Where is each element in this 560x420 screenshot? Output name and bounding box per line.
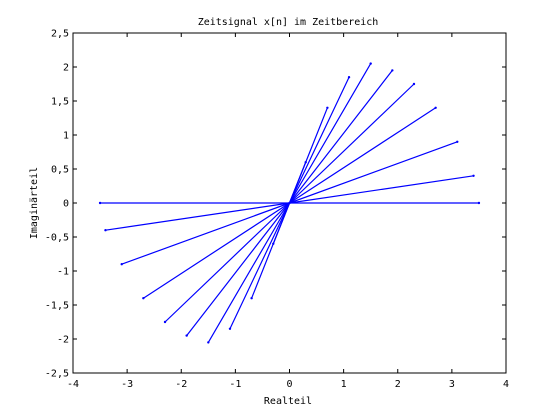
x-tick-label-3: -1 bbox=[229, 379, 241, 390]
y-tick-label-4: -0,5 bbox=[45, 233, 69, 244]
series-0-point-16 bbox=[163, 320, 167, 324]
series-0-spoke-12 bbox=[251, 202, 291, 299]
series-0-spoke-14 bbox=[207, 202, 291, 343]
x-axis-title: Realteil bbox=[264, 396, 312, 407]
series-0-point-8 bbox=[456, 140, 459, 143]
series-0-point-4 bbox=[369, 62, 372, 65]
series-0-point-18 bbox=[120, 263, 123, 266]
series-0-spoke-8 bbox=[289, 141, 458, 204]
series-0-spoke-13 bbox=[229, 202, 291, 330]
y-tick-label-10: 2,5 bbox=[51, 29, 69, 40]
series-0-spoke-7 bbox=[289, 107, 436, 204]
y-tick-label-6: 0,5 bbox=[51, 165, 69, 176]
series-0-point-20 bbox=[98, 201, 102, 205]
y-tick-label-3: -1 bbox=[57, 267, 69, 278]
y-tick-label-2: -1,5 bbox=[45, 301, 69, 312]
series-0-point-10 bbox=[477, 201, 481, 205]
y-tick-label-5: 0 bbox=[63, 199, 69, 210]
series-0-point-15 bbox=[185, 334, 188, 337]
series-0-point-3 bbox=[347, 76, 351, 79]
chart-title: Zeitsignal x[n] im Zeitbereich bbox=[198, 17, 379, 28]
x-tick-label-7: 3 bbox=[449, 379, 455, 390]
series-0-spoke-4 bbox=[288, 63, 372, 204]
ticks-layer: -4 -3 -2 -1 0 1 2 3 4 -2,5 -2 -1,5 -1 -0,5 0 0,5 1 1,5 2 2,… bbox=[45, 29, 509, 391]
y-tick-label-9: 2 bbox=[63, 63, 69, 74]
series-0-spoke-16 bbox=[164, 202, 290, 323]
series-0-point-2 bbox=[326, 106, 329, 110]
series-0-point-14 bbox=[207, 341, 210, 344]
series-0-point-0 bbox=[288, 201, 291, 205]
series-0-point-5 bbox=[391, 69, 394, 72]
series-0-point-12 bbox=[250, 297, 253, 300]
x-tick-label-4: 0 bbox=[286, 379, 292, 390]
series-0-spoke-15 bbox=[186, 202, 290, 336]
y-tick-label-7: 1 bbox=[63, 131, 69, 142]
y-tick-label-1: -2 bbox=[57, 335, 69, 346]
data-layer bbox=[98, 62, 481, 344]
series-0-point-17 bbox=[142, 297, 145, 300]
y-axis-title: Imaginärteil bbox=[29, 167, 40, 239]
series-0-spoke-2 bbox=[288, 107, 328, 204]
x-tick-label-1: -3 bbox=[121, 379, 133, 390]
series-0-spoke-17 bbox=[143, 202, 290, 299]
y-tick-label-0: -2,5 bbox=[45, 369, 69, 380]
y-tick-label-8: 1,5 bbox=[51, 97, 69, 108]
series-0-spoke-19 bbox=[105, 202, 290, 231]
x-tick-label-5: 1 bbox=[341, 379, 347, 390]
x-tick-label-0: -4 bbox=[67, 379, 79, 390]
series-0-spoke-6 bbox=[289, 83, 415, 204]
series-0-point-7 bbox=[434, 106, 437, 110]
series-0-point-6 bbox=[412, 82, 416, 86]
x-tick-label-2: -2 bbox=[175, 379, 187, 390]
series-0-point-1 bbox=[304, 161, 307, 164]
series-0-spoke-18 bbox=[121, 202, 290, 265]
series-0-spoke-3 bbox=[288, 76, 350, 204]
series-0-point-11 bbox=[272, 242, 275, 245]
series-0-spoke-9 bbox=[289, 175, 474, 204]
series-0-point-9 bbox=[472, 174, 475, 177]
series-0-point-19 bbox=[104, 229, 107, 232]
series-0-point-13 bbox=[228, 327, 232, 330]
x-tick-label-6: 2 bbox=[395, 379, 401, 390]
series-0-spoke-5 bbox=[289, 70, 393, 204]
x-tick-label-8: 4 bbox=[503, 379, 509, 390]
